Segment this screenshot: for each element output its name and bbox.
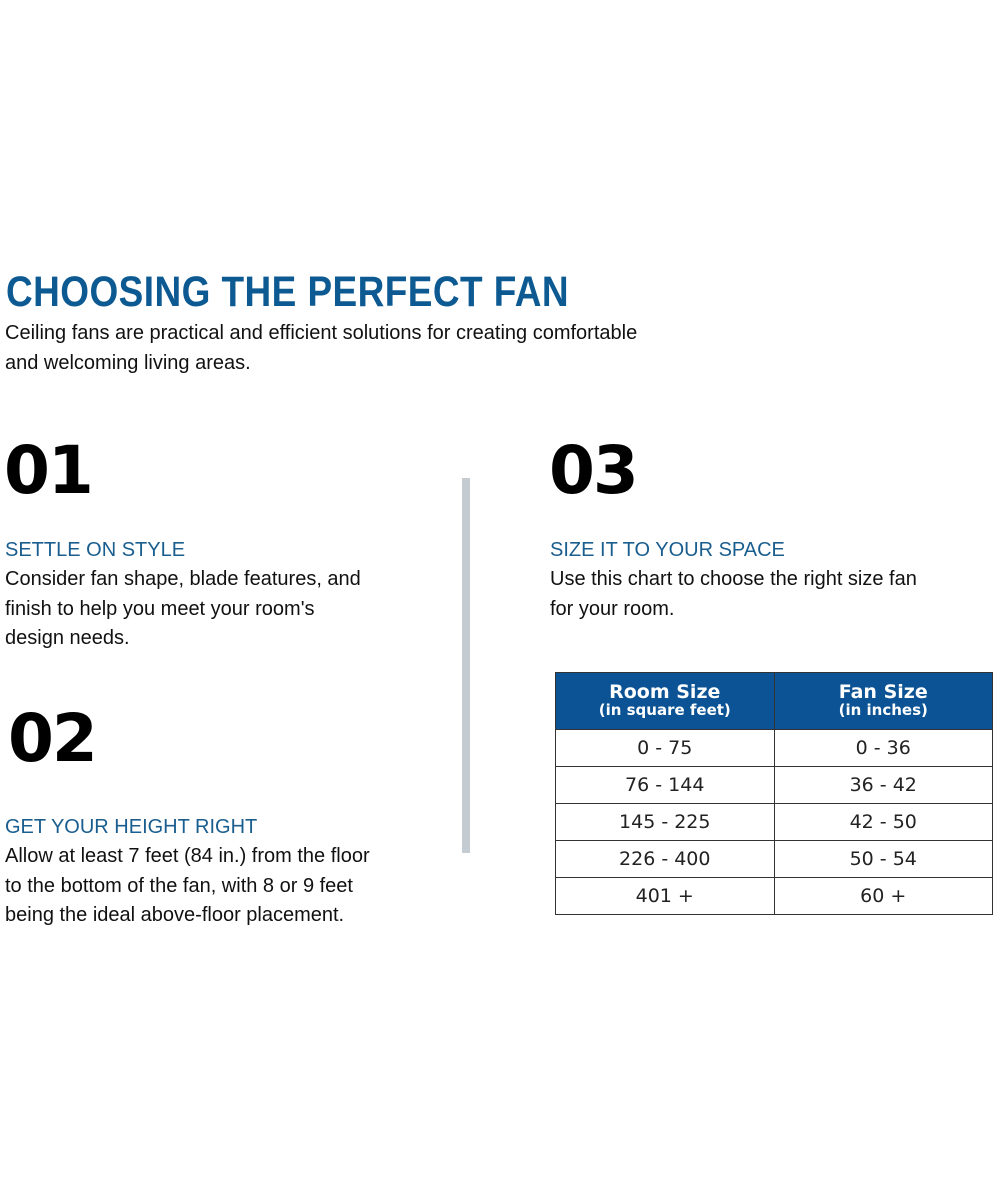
fan-size-cell: 50 - 54 [773,840,993,878]
step-line: to the bottom of the fan, with 8 or 9 fe… [5,874,353,897]
step-number-02: 02 [8,700,98,777]
header-room-size: Room Size (in square feet) [555,672,775,730]
table-header-row: Room Size (in square feet) Fan Size (in in… [555,672,993,730]
table-row: 226 - 400 50 - 54 [555,840,993,878]
room-size-cell: 145 - 225 [555,803,775,841]
step-line: Use this chart to choose the right size … [550,568,917,590]
fan-size-cell: 36 - 42 [773,766,993,804]
table-row: 76 - 144 36 - 42 [555,766,993,804]
step-number-03: 03 [549,432,639,509]
room-size-cell: 401 + [555,877,775,915]
room-size-cell: 0 - 75 [555,729,775,767]
step-body-03: Use this chart to choose the right size … [550,565,917,624]
step-line: design needs. [5,627,130,649]
fan-size-table: Room Size (in square feet) Fan Size (in in… [555,672,993,915]
header-title: Room Size [609,681,721,704]
step-line: Consider fan shape, blade features, and [5,568,361,590]
fan-size-cell: 0 - 36 [773,729,993,767]
page-title: CHOOSING THE PERFECT FAN [6,268,570,316]
header-subtitle: (in square feet) [598,701,731,720]
table-row: 145 - 225 42 - 50 [555,803,993,841]
column-divider [462,478,470,853]
step-body-01: Consider fan shape, blade features, and … [5,565,361,654]
step-line: for your room. [550,597,675,620]
intro-line: and welcoming living areas. [5,352,251,374]
table-row: 0 - 75 0 - 36 [555,729,993,767]
step-line: finish to help you meet your room's [5,597,315,620]
step-heading-02: GET YOUR HEIGHT RIGHT [5,816,258,838]
fan-size-cell: 42 - 50 [773,803,993,841]
room-size-cell: 76 - 144 [555,766,775,804]
step-line: being the ideal above-floor placement. [5,904,345,926]
fan-size-cell: 60 + [773,877,993,915]
step-heading-01: SETTLE ON STYLE [5,539,186,561]
step-number-01: 01 [4,432,94,509]
table-row: 401 +60 + [555,877,993,915]
intro-line: Ceiling fans are practical and efficient… [5,322,638,344]
header-subtitle: (in inches) [838,701,928,720]
intro-text: Ceiling fans are practical and efficient… [5,318,705,378]
room-size-cell: 226 - 400 [555,840,775,878]
step-line: Allow at least 7 feet (84 in.) from the … [5,845,370,867]
step-body-02: Allow at least 7 feet (84 in.) from the … [5,842,370,931]
step-heading-03: SIZE IT TO YOUR SPACE [550,539,785,561]
header-title: Fan Size [838,681,928,704]
header-fan-size: Fan Size (in inches) [773,672,993,730]
